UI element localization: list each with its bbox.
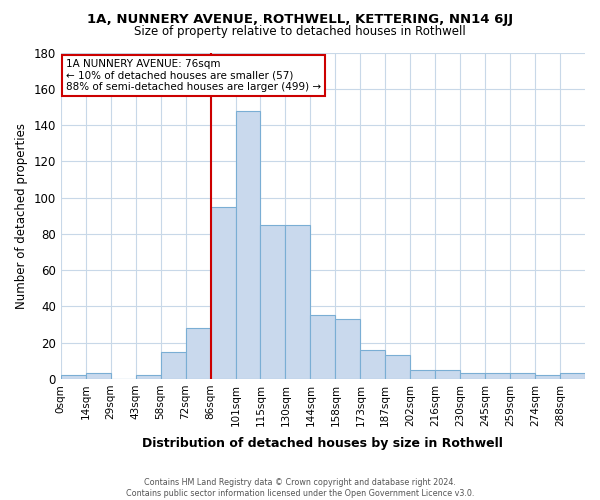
Bar (185, 328, 211, 379)
Bar (460, 374, 485, 379)
Bar (161, 352, 185, 379)
X-axis label: Distribution of detached houses by size in Rothwell: Distribution of detached houses by size … (142, 437, 503, 450)
Text: 1A, NUNNERY AVENUE, ROTHWELL, KETTERING, NN14 6JJ: 1A, NUNNERY AVENUE, ROTHWELL, KETTERING,… (87, 12, 513, 26)
Bar (260, 225, 286, 379)
Bar (485, 374, 510, 379)
Bar (211, 206, 236, 379)
Bar (86, 374, 111, 379)
Bar (361, 350, 385, 379)
Bar (136, 376, 161, 379)
Bar (310, 316, 335, 379)
Bar (560, 374, 585, 379)
Bar (510, 374, 535, 379)
Text: Size of property relative to detached houses in Rothwell: Size of property relative to detached ho… (134, 25, 466, 38)
Y-axis label: Number of detached properties: Number of detached properties (15, 122, 28, 308)
Text: 1A NUNNERY AVENUE: 76sqm
← 10% of detached houses are smaller (57)
88% of semi-d: 1A NUNNERY AVENUE: 76sqm ← 10% of detach… (66, 59, 321, 92)
Text: Contains HM Land Registry data © Crown copyright and database right 2024.
Contai: Contains HM Land Registry data © Crown c… (126, 478, 474, 498)
Bar (435, 370, 460, 379)
Bar (410, 370, 435, 379)
Bar (535, 376, 560, 379)
Bar (335, 319, 361, 379)
Bar (286, 225, 310, 379)
Bar (61, 376, 86, 379)
Bar (236, 110, 260, 379)
Bar (385, 356, 410, 379)
